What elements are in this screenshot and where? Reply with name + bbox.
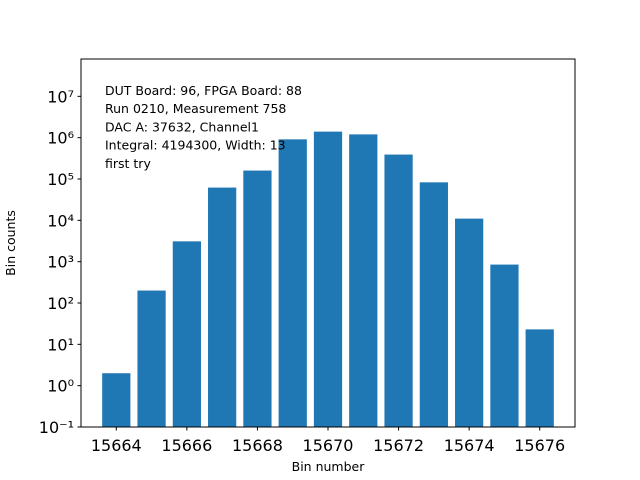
bar: [490, 264, 519, 427]
y-tick-label: 10⁷: [47, 87, 74, 106]
bar: [278, 139, 307, 428]
annotation: DAC A: 37632, Channel1: [105, 119, 259, 134]
bar: [208, 187, 237, 427]
bar: [455, 218, 484, 427]
x-tick-label: 15670: [303, 436, 354, 455]
x-tick-label: 15668: [232, 436, 283, 455]
x-tick-label: 15674: [444, 436, 495, 455]
bar: [102, 373, 131, 427]
y-tick-label: 10³: [47, 253, 74, 272]
x-axis-label: Bin number: [292, 459, 366, 474]
bar: [419, 182, 448, 427]
annotation: Run 0210, Measurement 758: [105, 101, 286, 116]
annotation: first try: [105, 156, 151, 171]
y-tick-label: 10²: [47, 294, 74, 313]
x-tick-label: 15676: [514, 436, 565, 455]
bar: [525, 329, 554, 427]
x-tick-label: 15664: [91, 436, 142, 455]
bar: [172, 241, 201, 427]
bar: [384, 154, 413, 427]
y-tick-label: 10⁰: [47, 377, 74, 396]
bar: [313, 131, 343, 428]
annotation: Integral: 4194300, Width: 13: [105, 138, 286, 153]
bar: [137, 290, 166, 427]
x-tick-label: 15666: [161, 436, 212, 455]
x-tick-label: 15672: [373, 436, 424, 455]
y-tick-label: 10⁶: [47, 129, 74, 148]
y-tick-label: 10⁵: [47, 170, 74, 189]
y-tick-label: 10⁻¹: [39, 418, 74, 437]
annotation: DUT Board: 96, FPGA Board: 88: [105, 83, 302, 98]
y-tick-label: 10⁴: [47, 211, 74, 230]
bar: [243, 170, 272, 427]
y-tick-label: 10¹: [47, 335, 74, 354]
bar: [349, 134, 378, 427]
y-axis-label: Bin counts: [3, 210, 18, 276]
